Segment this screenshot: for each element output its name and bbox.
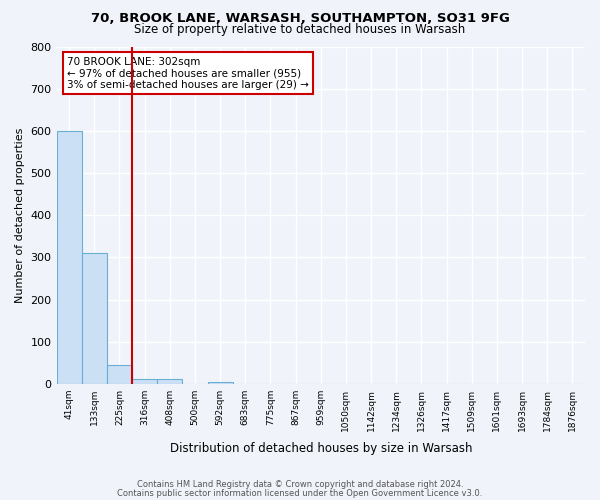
Bar	[208, 382, 233, 384]
Text: Contains public sector information licensed under the Open Government Licence v3: Contains public sector information licen…	[118, 488, 482, 498]
Text: Contains HM Land Registry data © Crown copyright and database right 2024.: Contains HM Land Registry data © Crown c…	[137, 480, 463, 489]
Text: 70, BROOK LANE, WARSASH, SOUTHAMPTON, SO31 9FG: 70, BROOK LANE, WARSASH, SOUTHAMPTON, SO…	[91, 12, 509, 26]
Bar	[132, 379, 157, 384]
X-axis label: Distribution of detached houses by size in Warsash: Distribution of detached houses by size …	[170, 442, 472, 455]
Bar	[157, 379, 182, 384]
Y-axis label: Number of detached properties: Number of detached properties	[15, 128, 25, 303]
Text: Size of property relative to detached houses in Warsash: Size of property relative to detached ho…	[134, 22, 466, 36]
Bar	[107, 365, 132, 384]
Bar	[56, 131, 82, 384]
Text: 70 BROOK LANE: 302sqm
← 97% of detached houses are smaller (955)
3% of semi-deta: 70 BROOK LANE: 302sqm ← 97% of detached …	[67, 56, 309, 90]
Bar	[82, 253, 107, 384]
